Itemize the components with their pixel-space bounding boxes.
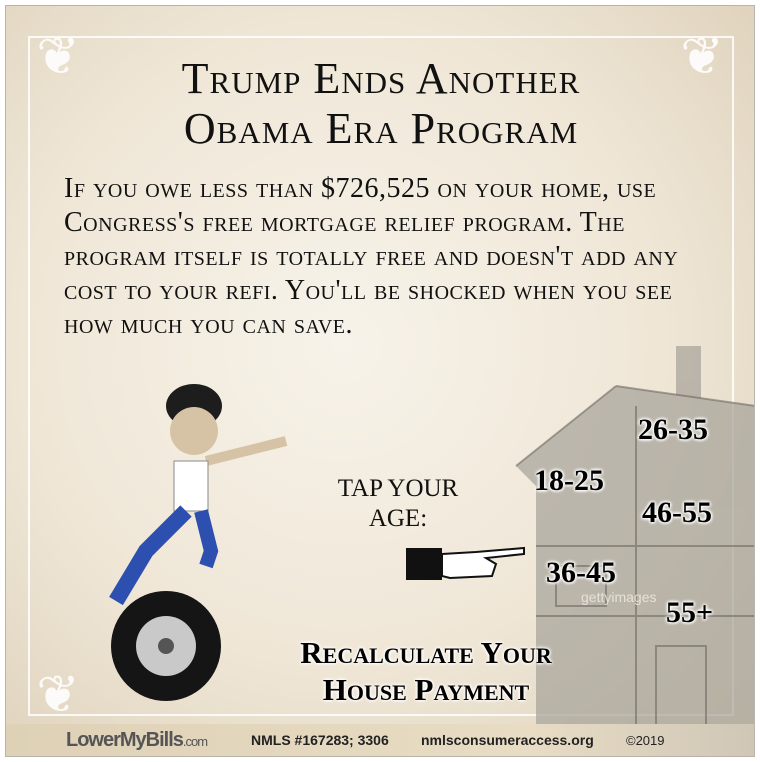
body-text: If you owe less than $726,525 on your ho… [64,173,679,340]
nmls-site-link[interactable]: nmlsconsumeraccess.org [421,732,594,748]
age-option-18-25[interactable]: 18-25 [534,464,604,497]
recalculate-cta[interactable]: Recalculate Your House Payment [206,634,646,708]
ad-banner[interactable]: ❦ ❦ ❦ Trump Ends Another Obama Era Progr… [5,5,755,757]
tap-your-age-label: TAP YOUR AGE: [318,474,478,534]
nmls-number: NMLS #167283; 3306 [251,732,389,748]
pointing-hand-icon [406,546,525,580]
corner-ornament-icon: ❦ [36,29,80,86]
age-option-55-plus[interactable]: 55+ [666,596,714,629]
logo-suffix: .com [182,733,208,749]
lowermybills-logo[interactable]: LowerMyBills.com [66,728,208,752]
corner-ornament-icon: ❦ [680,29,724,86]
headline: Trump Ends Another Obama Era Program [6,54,754,154]
tap-line-2: AGE: [368,505,428,532]
man-pushing-tire-illustration [109,384,288,701]
age-option-36-45[interactable]: 36-45 [546,556,616,589]
age-option-26-35[interactable]: 26-35 [638,413,708,446]
tap-line-1: TAP YOUR [337,475,459,502]
cta-line-1: Recalculate Your [300,635,552,670]
getty-watermark: gettyimages [581,589,657,605]
age-option-46-55[interactable]: 46-55 [642,496,712,529]
cta-line-2: House Payment [322,672,530,707]
copyright: ©2019 [626,732,665,748]
decorative-frame [28,36,734,716]
logo-main: LowerMyBills [66,728,184,751]
headline-line-1: Trump Ends Another [181,54,581,103]
corner-ornament-icon: ❦ [36,667,80,724]
building-illustration [515,346,754,756]
headline-line-2: Obama Era Program [183,104,579,153]
footer: LowerMyBills.com NMLS #167283; 3306 nmls… [6,724,754,756]
